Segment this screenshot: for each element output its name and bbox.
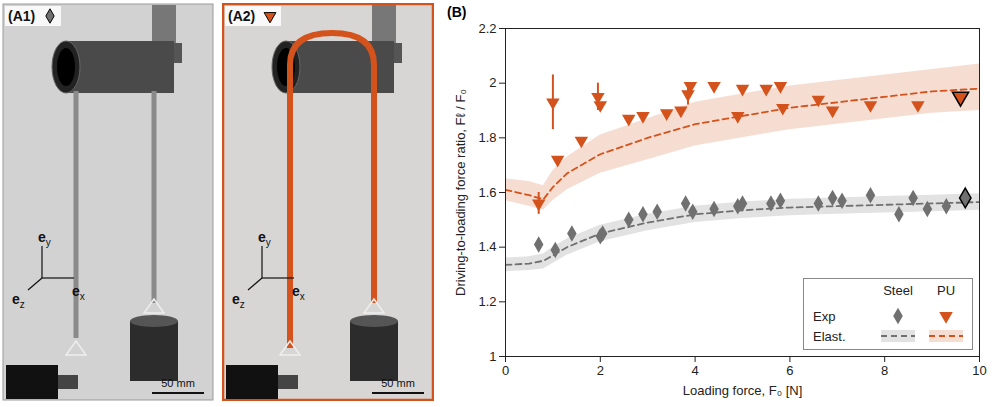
svg-text:1.4: 1.4 [478,239,496,254]
svg-text:ex: ex [292,283,305,302]
svg-text:0: 0 [502,363,509,378]
svg-text:ez: ez [12,291,25,310]
svg-text:1.6: 1.6 [478,185,496,200]
svg-text:Exp: Exp [813,309,835,324]
svg-text:6: 6 [786,363,793,378]
svg-text:Elast.: Elast. [813,329,846,344]
svg-text:Steel: Steel [883,283,913,298]
svg-text:ez: ez [232,291,245,310]
svg-text:ey: ey [258,229,271,248]
svg-text:(A2): (A2) [228,8,255,24]
svg-text:10: 10 [972,363,986,378]
svg-text:Driving-to-loading force ratio: Driving-to-loading force ratio, Fℓ / F₀ [453,89,468,296]
svg-text:Loading force, F₀ [N]: Loading force, F₀ [N] [683,383,803,398]
svg-text:8: 8 [881,363,888,378]
svg-text:2: 2 [489,75,496,90]
html-text:(B): (B) [447,4,467,20]
svg-text:50 mm: 50 mm [161,377,195,389]
svg-text:PU: PU [937,283,955,298]
svg-text:4: 4 [691,363,698,378]
svg-text:1.2: 1.2 [478,294,496,309]
svg-text:2: 2 [597,363,604,378]
svg-text:ey: ey [38,229,51,248]
svg-text:1.8: 1.8 [478,130,496,145]
svg-text:(A1): (A1) [8,8,35,24]
svg-text:ex: ex [72,283,85,302]
svg-text:2.2: 2.2 [478,21,496,36]
svg-text:1: 1 [489,349,496,364]
svg-text:50 mm: 50 mm [381,377,415,389]
